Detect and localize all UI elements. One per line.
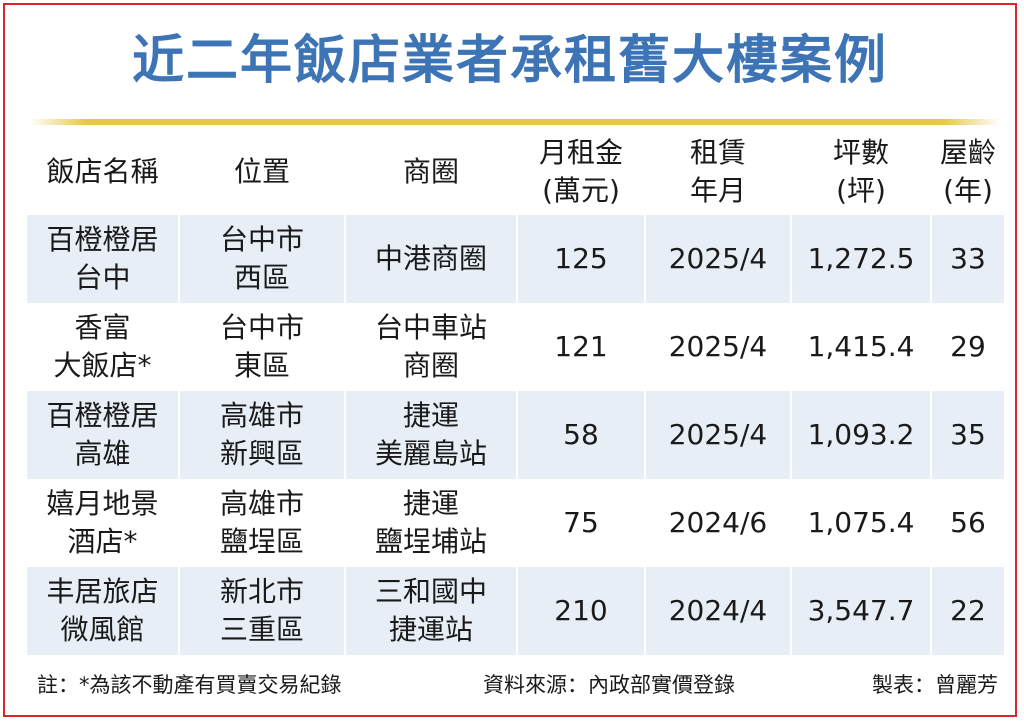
cell-lease-date: 2024/6 [644, 479, 791, 567]
cell-location: 台中市 東區 [178, 303, 345, 391]
cell-floor-area: 3,547.7 [790, 567, 931, 655]
header-building-age: 屋齡 (年) [930, 129, 1004, 215]
cell-monthly-rent: 125 [516, 215, 645, 303]
cell-lease-date: 2025/4 [644, 391, 791, 479]
cell-business-district: 三和國中 捷運站 [344, 567, 517, 655]
footnote: 註：*為該不動產有買賣交易紀錄 [37, 673, 342, 697]
table-row: 百橙橙居 高雄 高雄市 新興區 捷運 美麗島站 58 2025/4 1,093.… [27, 391, 1004, 479]
infographic-frame: 近二年飯店業者承租舊大樓案例 飯店名稱 位置 商圈 月租金 (萬元) 租賃 年月… [3, 3, 1017, 717]
header-business-district: 商圈 [344, 129, 517, 215]
cell-floor-area: 1,415.4 [790, 303, 931, 391]
cell-lease-date: 2025/4 [644, 303, 791, 391]
cell-lease-date: 2025/4 [644, 215, 791, 303]
cell-floor-area: 1,272.5 [790, 215, 931, 303]
cell-building-age: 29 [930, 303, 1004, 391]
cell-business-district: 台中車站 商圈 [344, 303, 517, 391]
table-row: 百橙橙居 台中 台中市 西區 中港商圈 125 2025/4 1,272.5 3… [27, 215, 1004, 303]
data-source: 資料來源：內政部實價登錄 [483, 673, 735, 697]
cell-hotel-name: 嬉月地景 酒店* [27, 479, 179, 567]
header-hotel-name: 飯店名稱 [27, 129, 179, 215]
table-row: 嬉月地景 酒店* 高雄市 鹽埕區 捷運 鹽埕埔站 75 2024/6 1,075… [27, 479, 1004, 567]
header-floor-area: 坪數 (坪) [790, 129, 931, 215]
cell-hotel-name: 百橙橙居 高雄 [27, 391, 179, 479]
table-header-row: 飯店名稱 位置 商圈 月租金 (萬元) 租賃 年月 坪數 (坪) 屋齡 (年) [27, 129, 1004, 215]
cell-monthly-rent: 121 [516, 303, 645, 391]
cell-monthly-rent: 58 [516, 391, 645, 479]
cell-hotel-name: 香富 大飯店* [27, 303, 179, 391]
cell-hotel-name: 百橙橙居 台中 [27, 215, 179, 303]
table-maker-credit: 製表：曾麗芳 [872, 673, 998, 697]
cell-business-district: 捷運 美麗島站 [344, 391, 517, 479]
cell-location: 高雄市 新興區 [178, 391, 345, 479]
header-lease-date: 租賃 年月 [644, 129, 791, 215]
cell-business-district: 中港商圈 [344, 215, 517, 303]
cell-hotel-name: 丰居旅店 微風館 [27, 567, 179, 655]
cell-location: 高雄市 鹽埕區 [178, 479, 345, 567]
cell-floor-area: 1,075.4 [790, 479, 931, 567]
cell-business-district: 捷運 鹽埕埔站 [344, 479, 517, 567]
hotel-lease-table: 飯店名稱 位置 商圈 月租金 (萬元) 租賃 年月 坪數 (坪) 屋齡 (年) … [27, 129, 1004, 655]
cell-location: 新北市 三重區 [178, 567, 345, 655]
title-divider [29, 119, 1001, 125]
header-monthly-rent: 月租金 (萬元) [516, 129, 645, 215]
cell-building-age: 35 [930, 391, 1004, 479]
cell-location: 台中市 西區 [178, 215, 345, 303]
cell-monthly-rent: 210 [516, 567, 645, 655]
header-location: 位置 [178, 129, 345, 215]
cell-lease-date: 2024/4 [644, 567, 791, 655]
table-row: 丰居旅店 微風館 新北市 三重區 三和國中 捷運站 210 2024/4 3,5… [27, 567, 1004, 655]
cell-floor-area: 1,093.2 [790, 391, 931, 479]
cell-building-age: 33 [930, 215, 1004, 303]
page-title: 近二年飯店業者承租舊大樓案例 [131, 31, 888, 91]
cell-building-age: 22 [930, 567, 1004, 655]
cell-monthly-rent: 75 [516, 479, 645, 567]
cell-building-age: 56 [930, 479, 1004, 567]
table-row: 香富 大飯店* 台中市 東區 台中車站 商圈 121 2025/4 1,415.… [27, 303, 1004, 391]
